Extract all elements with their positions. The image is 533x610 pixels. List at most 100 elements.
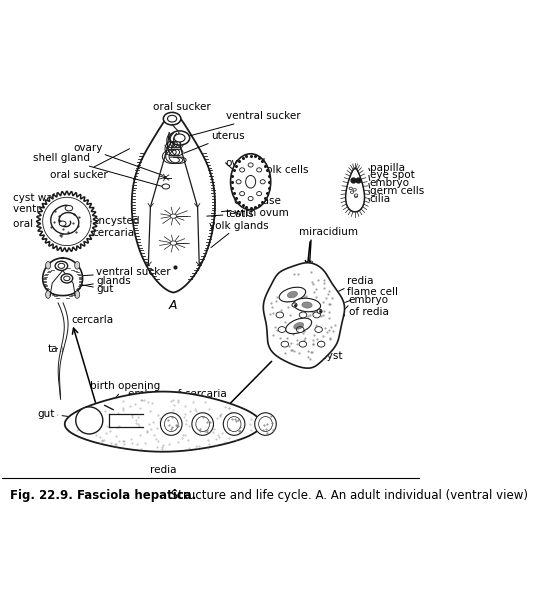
Ellipse shape <box>75 262 80 269</box>
Text: A: A <box>169 299 177 312</box>
Ellipse shape <box>46 291 51 298</box>
Ellipse shape <box>169 131 190 145</box>
Text: embryo: embryo <box>370 179 410 188</box>
Ellipse shape <box>167 115 177 122</box>
Text: oral sucker: oral sucker <box>13 209 70 229</box>
Text: yolk cells: yolk cells <box>260 165 308 175</box>
Ellipse shape <box>257 192 262 196</box>
Text: ventral sucker: ventral sucker <box>13 204 87 223</box>
Ellipse shape <box>170 214 176 218</box>
Text: gut: gut <box>72 283 114 294</box>
Polygon shape <box>43 258 83 296</box>
Ellipse shape <box>76 407 103 434</box>
Text: glands: glands <box>75 276 131 287</box>
Ellipse shape <box>281 341 288 347</box>
Text: ventral sucker: ventral sucker <box>190 111 300 136</box>
Ellipse shape <box>192 413 214 436</box>
Ellipse shape <box>240 192 245 196</box>
Ellipse shape <box>64 276 70 281</box>
Text: ventral sucker: ventral sucker <box>72 267 171 278</box>
Text: shell gland: shell gland <box>33 153 163 187</box>
Ellipse shape <box>318 341 325 347</box>
Text: encysted
cercaria: encysted cercaria <box>92 216 140 239</box>
Ellipse shape <box>317 309 322 314</box>
Text: tail: tail <box>48 344 64 354</box>
Ellipse shape <box>299 341 306 347</box>
Ellipse shape <box>246 176 256 188</box>
Ellipse shape <box>255 413 276 436</box>
Ellipse shape <box>354 195 358 198</box>
Ellipse shape <box>59 221 66 226</box>
Ellipse shape <box>75 291 80 298</box>
Ellipse shape <box>354 194 358 196</box>
Text: cyst wall: cyst wall <box>13 193 58 210</box>
Text: oral sucker: oral sucker <box>50 149 130 180</box>
Text: cercarla: cercarla <box>71 315 113 325</box>
Ellipse shape <box>170 241 176 245</box>
Ellipse shape <box>55 261 68 270</box>
Ellipse shape <box>296 326 304 332</box>
Ellipse shape <box>163 112 181 125</box>
Ellipse shape <box>299 312 307 318</box>
Ellipse shape <box>287 291 297 298</box>
Text: uterus: uterus <box>184 131 245 153</box>
Text: eye spot: eye spot <box>370 171 415 181</box>
Polygon shape <box>37 191 97 252</box>
Ellipse shape <box>279 287 305 302</box>
Text: cilia: cilia <box>370 194 391 204</box>
Text: oral sucker: oral sucker <box>153 102 211 117</box>
Text: Structure and life cycle. A. An adult individual (ventral view): Structure and life cycle. A. An adult in… <box>167 489 528 501</box>
Text: sporocyst: sporocyst <box>293 351 343 361</box>
Text: miracidium: miracidium <box>298 227 358 237</box>
Ellipse shape <box>349 187 352 190</box>
Polygon shape <box>64 392 261 452</box>
Ellipse shape <box>61 274 72 283</box>
Text: birth opening: birth opening <box>90 381 160 406</box>
Ellipse shape <box>240 168 245 172</box>
Text: papilla: papilla <box>370 163 405 173</box>
Ellipse shape <box>174 134 185 142</box>
Ellipse shape <box>248 196 253 201</box>
Text: Fig. 22.9. Fasciola hepatica.: Fig. 22.9. Fasciola hepatica. <box>11 489 197 501</box>
Text: testis: testis <box>207 209 254 219</box>
Ellipse shape <box>353 188 356 191</box>
Text: germ cells: germ cells <box>370 187 424 196</box>
Ellipse shape <box>196 417 209 432</box>
Ellipse shape <box>294 323 304 329</box>
Ellipse shape <box>231 154 271 210</box>
Ellipse shape <box>286 318 312 334</box>
Text: redia: redia <box>327 276 373 297</box>
Ellipse shape <box>313 312 320 318</box>
Polygon shape <box>132 113 215 292</box>
Text: egg case
with ovum: egg case with ovum <box>221 196 289 218</box>
Text: yolk glands: yolk glands <box>209 221 269 248</box>
Ellipse shape <box>248 163 253 167</box>
Polygon shape <box>263 263 344 368</box>
Text: ovum: ovum <box>225 158 255 168</box>
Ellipse shape <box>350 191 354 193</box>
Ellipse shape <box>257 168 262 172</box>
Text: ovary: ovary <box>73 143 163 176</box>
Ellipse shape <box>294 298 320 312</box>
Ellipse shape <box>46 262 51 269</box>
Text: shell: shell <box>241 158 265 168</box>
Ellipse shape <box>162 184 169 189</box>
Ellipse shape <box>227 417 241 432</box>
Ellipse shape <box>260 180 265 184</box>
Ellipse shape <box>278 326 286 332</box>
Ellipse shape <box>164 417 178 432</box>
Ellipse shape <box>292 303 297 307</box>
Text: embryo
of redia: embryo of redia <box>349 295 389 317</box>
Text: gut: gut <box>38 409 99 420</box>
Ellipse shape <box>160 413 182 436</box>
Text: embryo of cercaria: embryo of cercaria <box>128 389 227 401</box>
Ellipse shape <box>236 180 241 184</box>
Text: redia: redia <box>150 465 176 475</box>
Text: flame cell: flame cell <box>321 287 398 311</box>
Ellipse shape <box>65 206 72 211</box>
Ellipse shape <box>276 312 284 318</box>
Ellipse shape <box>302 302 312 308</box>
Ellipse shape <box>259 417 272 432</box>
Ellipse shape <box>315 326 322 332</box>
Ellipse shape <box>223 413 245 436</box>
